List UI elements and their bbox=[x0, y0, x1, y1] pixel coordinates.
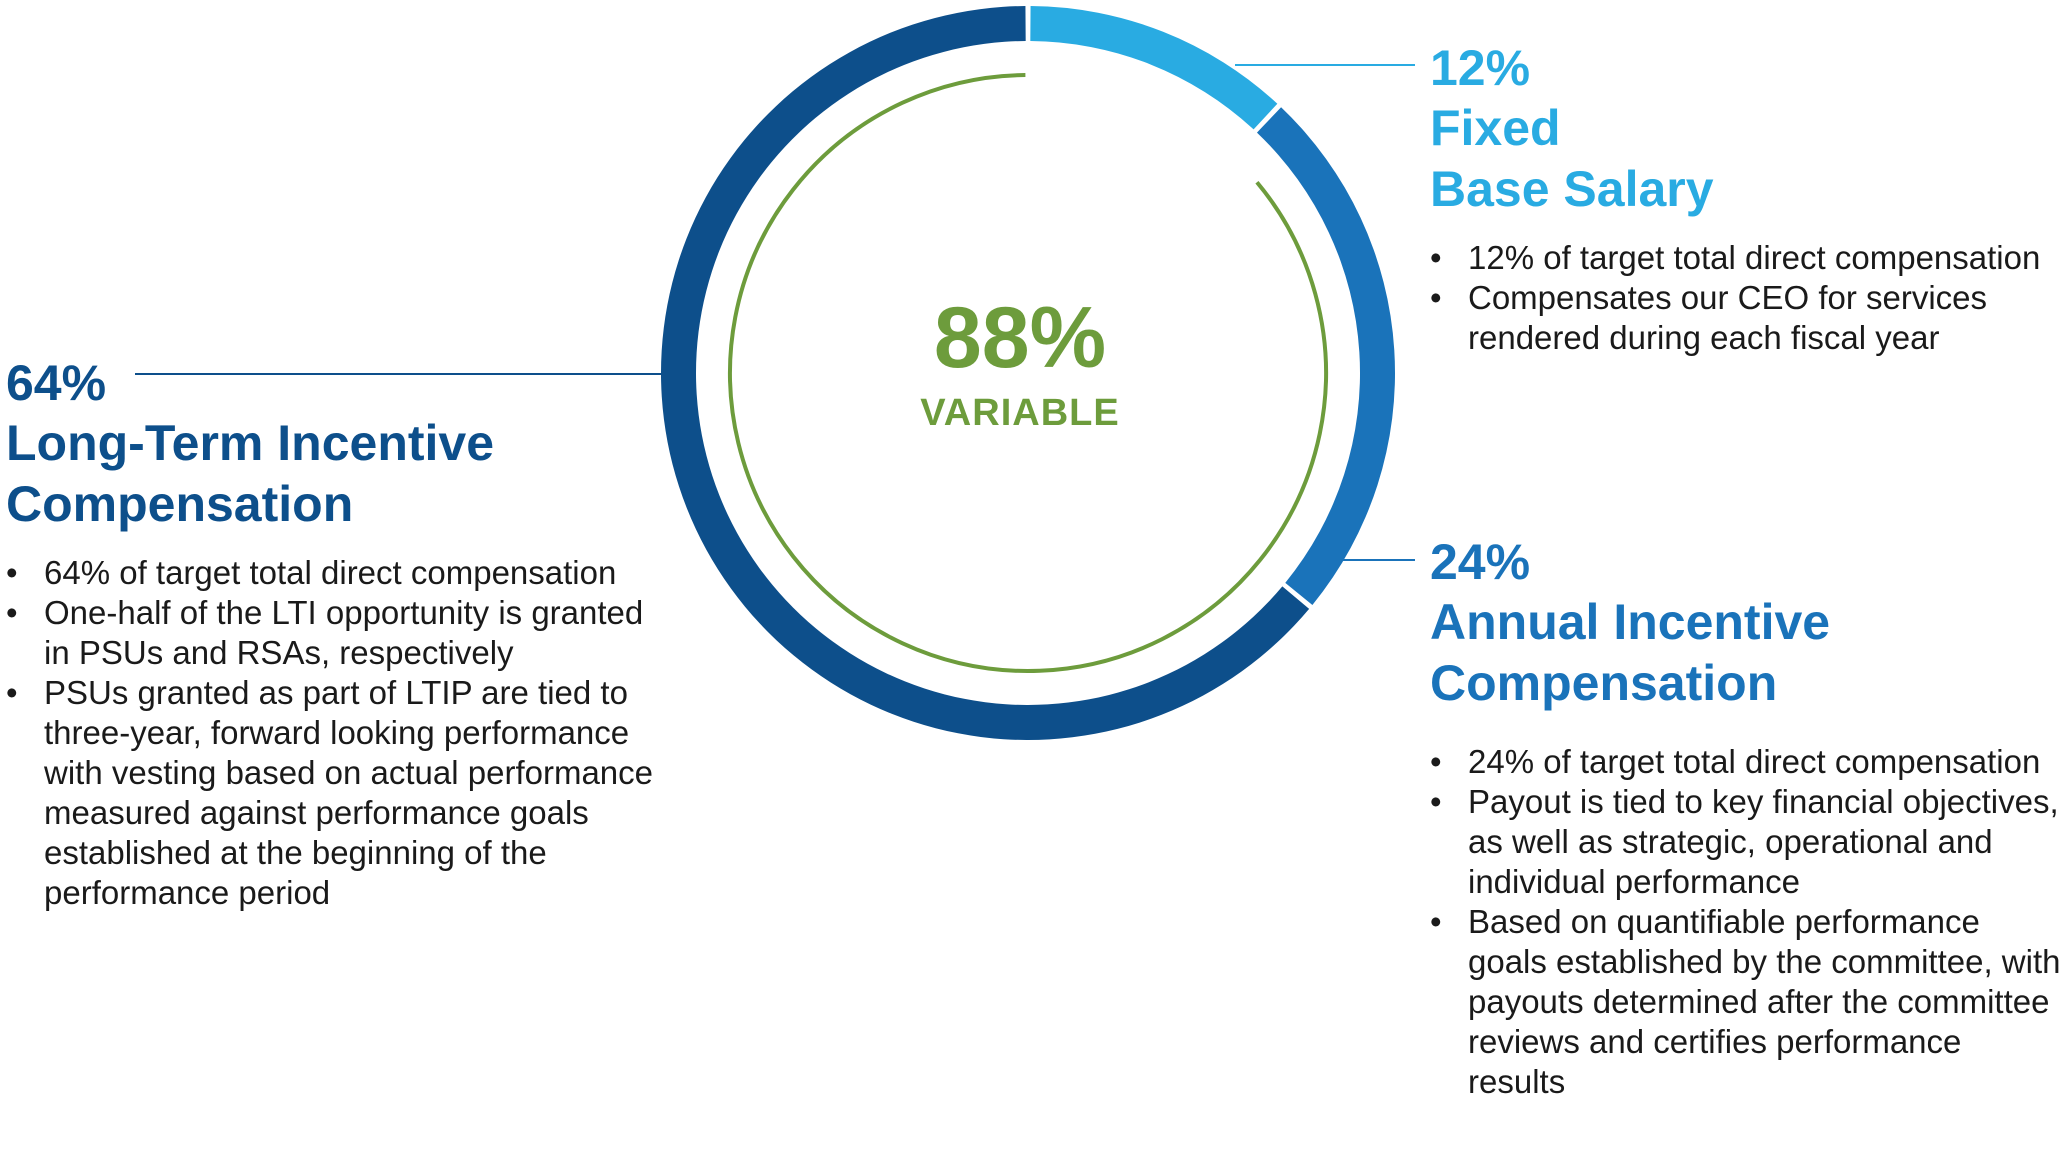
center-variable-label: VARIABLE bbox=[920, 392, 1120, 434]
lti-bullet: 64% of target total direct compensation bbox=[6, 553, 670, 593]
lti-bullet: One-half of the LTI opportunity is grant… bbox=[6, 593, 670, 673]
lti-bullets: 64% of target total direct compensation … bbox=[6, 553, 670, 913]
lti-percent: 64% bbox=[6, 355, 107, 411]
lti-bullet: PSUs granted as part of LTIP are tied to… bbox=[6, 673, 670, 913]
base-salary-block: 12% Fixed Base Salary 12% of target tota… bbox=[1430, 38, 2050, 358]
base-salary-bullets: 12% of target total direct compensation … bbox=[1430, 238, 2050, 358]
donut-slices bbox=[661, 6, 1395, 740]
annual-incentive-bullet: Based on quantifiable performance goals … bbox=[1430, 902, 2062, 1102]
leader-lines bbox=[135, 64, 1415, 561]
annual-incentive-bullets: 24% of target total direct compensation … bbox=[1430, 742, 2062, 1102]
lti-block: 64% Long-Term Incentive Compensation 64%… bbox=[6, 353, 670, 913]
base-salary-bullet: 12% of target total direct compensation bbox=[1430, 238, 2050, 278]
center-variable-percent: 88% bbox=[933, 290, 1107, 386]
lti-title-line2: Compensation bbox=[6, 476, 354, 532]
base-salary-percent: 12% bbox=[1430, 40, 1531, 96]
annual-incentive-block: 24% Annual Incentive Compensation 24% of… bbox=[1430, 532, 2062, 1102]
base-salary-title-line2: Base Salary bbox=[1430, 161, 1714, 217]
donut-slice-annual-incentive-compensation bbox=[1256, 107, 1395, 605]
donut-slice-long-term-incentive-compensation bbox=[661, 6, 1310, 740]
annual-incentive-bullet: 24% of target total direct compensation bbox=[1430, 742, 2062, 782]
base-salary-title-line1: Fixed bbox=[1430, 100, 1561, 156]
lti-title-line1: Long-Term Incentive bbox=[6, 415, 495, 471]
annual-incentive-title-line2: Compensation bbox=[1430, 655, 1778, 711]
base-salary-bullet: Compensates our CEO for services rendere… bbox=[1430, 278, 2050, 358]
annual-incentive-percent: 24% bbox=[1430, 534, 1531, 590]
annual-incentive-bullet: Payout is tied to key financial objectiv… bbox=[1430, 782, 2062, 902]
annual-incentive-title-line1: Annual Incentive bbox=[1430, 594, 1831, 650]
donut-slice-fixed-base-salary bbox=[1030, 6, 1278, 130]
variable-inner-arc bbox=[728, 73, 1328, 673]
